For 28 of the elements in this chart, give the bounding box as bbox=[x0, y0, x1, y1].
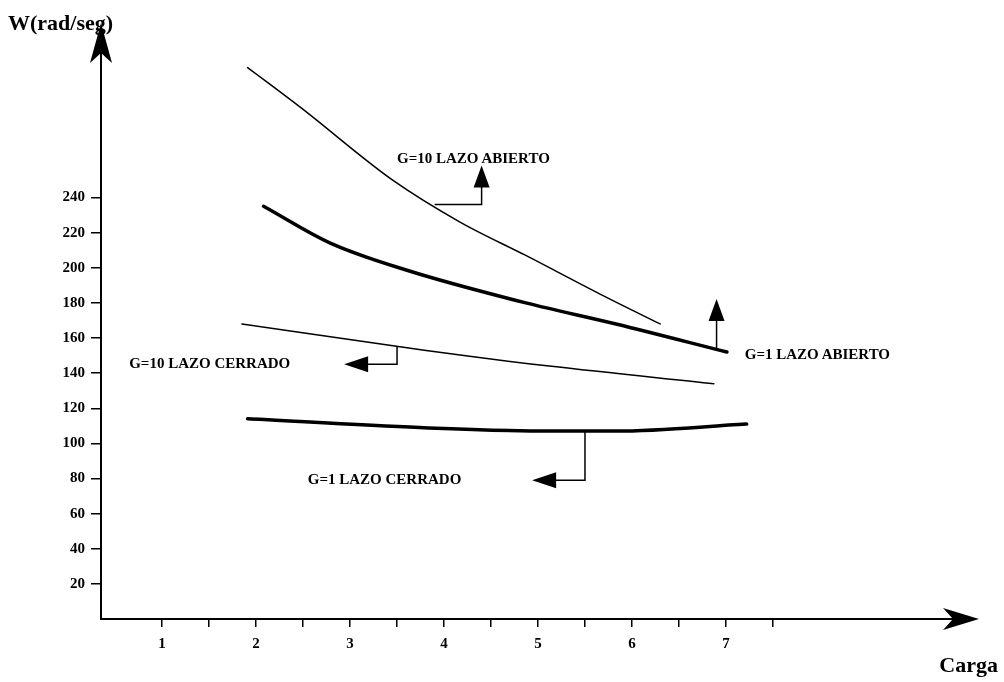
x-tick-label: 4 bbox=[440, 634, 449, 651]
y-tick-label: 140 bbox=[62, 364, 85, 380]
y-tick-label: 60 bbox=[70, 504, 85, 521]
y-tick-label: 20 bbox=[70, 574, 85, 591]
x-tick-label: 1 bbox=[158, 634, 166, 651]
x-tick-label: 2 bbox=[252, 634, 260, 651]
y-tick-label: 40 bbox=[70, 539, 85, 556]
y-tick-label: 220 bbox=[62, 223, 85, 240]
y-tick-label: 200 bbox=[62, 258, 85, 275]
y-axis-title: W(rad/seg) bbox=[8, 10, 114, 35]
line-series bbox=[261, 204, 729, 354]
y-tick-label: 180 bbox=[62, 293, 85, 310]
x-tick-label: 3 bbox=[346, 634, 354, 651]
line-series bbox=[246, 66, 661, 325]
x-tick-label: 6 bbox=[628, 634, 637, 651]
y-tick-label: 80 bbox=[70, 469, 85, 486]
y-tick-label: 240 bbox=[62, 188, 85, 205]
series-label: G=10 LAZO CERRADO bbox=[129, 355, 291, 372]
series-label: G=10 LAZO ABIERTO bbox=[397, 149, 550, 166]
y-tick-label: 120 bbox=[62, 399, 85, 416]
y-tick-label: 160 bbox=[62, 328, 85, 345]
text: G=1 LAZO CERRADO bbox=[307, 471, 462, 488]
x-tick-label: 7 bbox=[722, 634, 731, 651]
line-series bbox=[245, 417, 749, 433]
series-label: G=1 LAZO ABIERTO bbox=[744, 346, 891, 363]
x-tick-label: 5 bbox=[534, 634, 542, 651]
y-tick-label: 100 bbox=[62, 434, 85, 451]
x-axis-title: Carga bbox=[939, 652, 998, 677]
